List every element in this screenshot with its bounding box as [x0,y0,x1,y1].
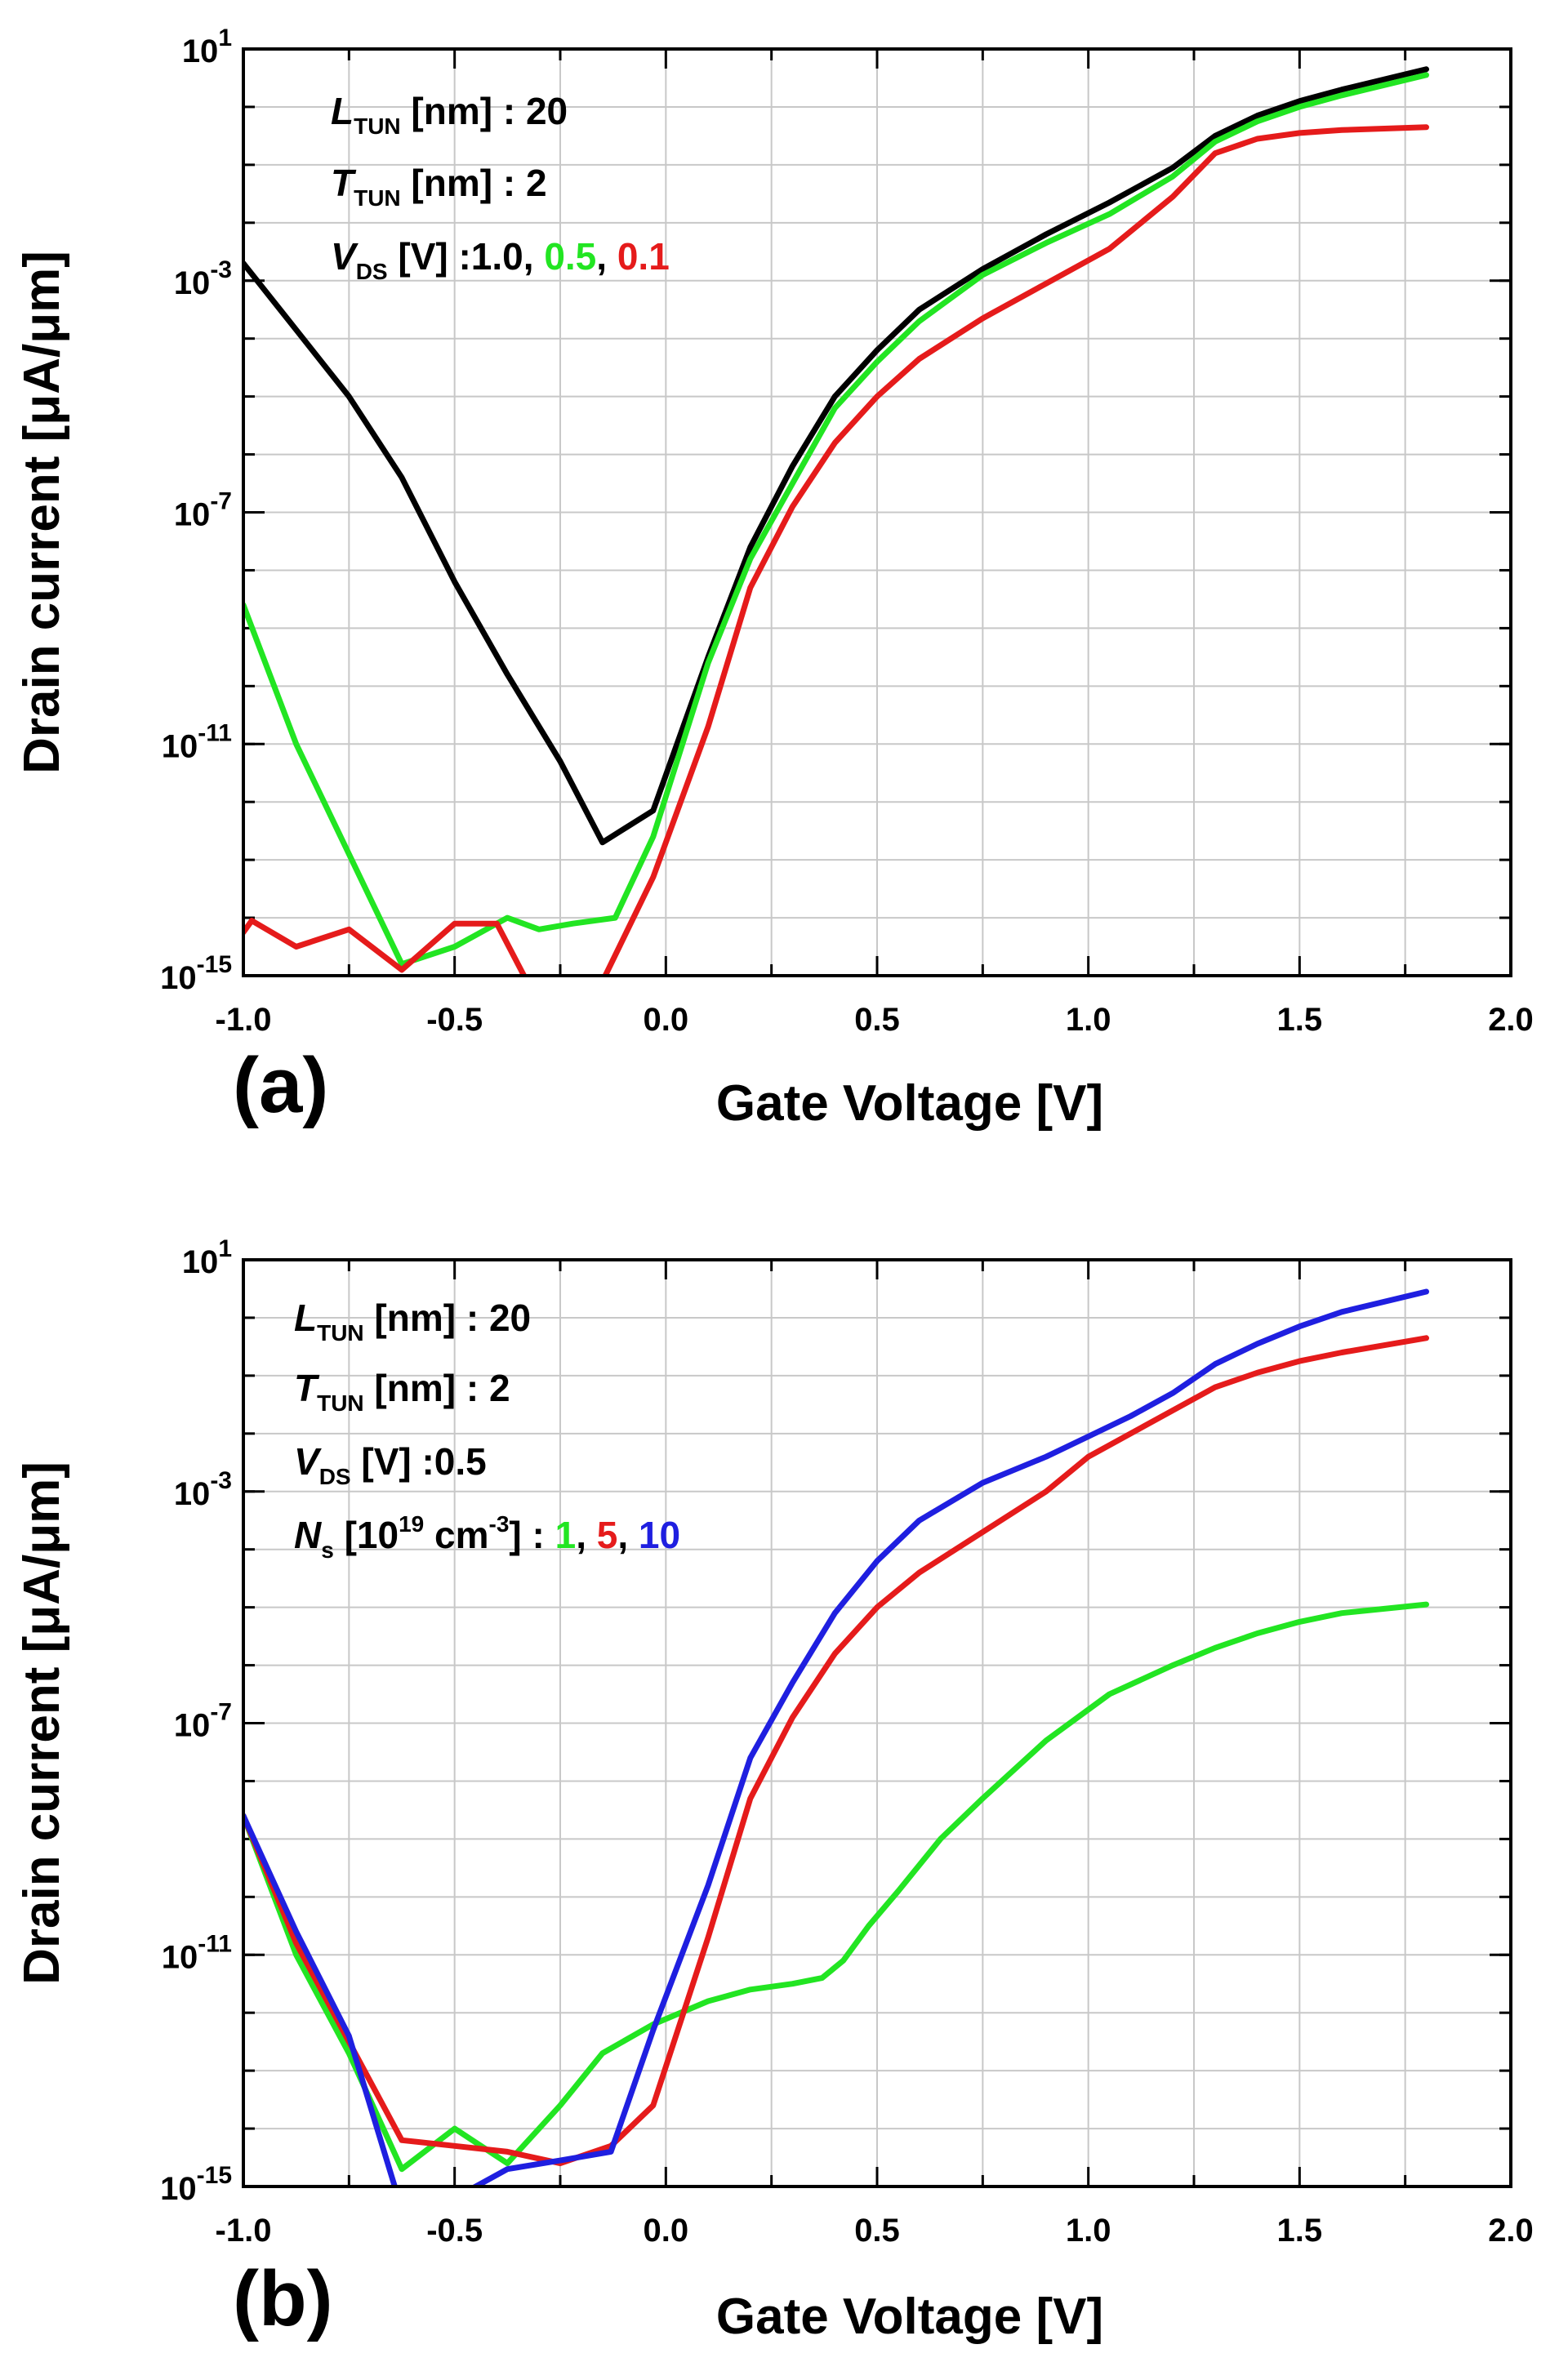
series-group [243,66,1429,976]
x-tick-label: 1.5 [1277,1002,1323,1038]
y-tick-label: 10-11 [162,1930,232,1975]
x-axis-title: Gate Voltage [V] [716,1075,1103,1132]
x-tick-label: 1.0 [1066,1002,1111,1038]
y-tick-label: 10-15 [160,2162,232,2207]
y-tick-label: 10-7 [174,1699,232,1744]
x-tick-label: -1.0 [216,2213,272,2249]
x-tick-label: 0.5 [854,1002,900,1038]
series-line-2 [243,1335,1429,2167]
x-tick-label: 1.5 [1277,2213,1323,2249]
x-tick-label: 2.0 [1488,1002,1534,1038]
panel-label: (a) [233,1042,328,1129]
gridlines [243,1260,1511,2186]
plot-frame [242,1258,1512,2188]
x-tick-label: -1.0 [216,1002,272,1038]
x-tick-label: 0.5 [854,2213,900,2249]
x-tick-label: 0.0 [644,1002,689,1038]
series-line-1 [243,1601,1429,2173]
panel-label: (b) [233,2255,333,2342]
annotation-line: VDS [V] :0.5 [294,1440,487,1489]
gridlines [243,49,1511,976]
y-axis-title: Drain current [μA/μm] [14,1461,70,1985]
y-tick-label: 101 [182,1235,232,1280]
series-line-1 [243,66,1429,846]
y-tick-label: 101 [182,24,232,69]
x-tick-label: -0.5 [426,1002,483,1038]
annotation-line: VDS [V] :1.0, 0.5, 0.1 [331,235,670,284]
y-tick-label: 10-15 [160,951,232,996]
series-line-3 [243,1288,1429,2186]
annotation-line: Ns [1019 cm-3] : 1, 5, 10 [294,1511,680,1563]
annotation-line: LTUN [nm] : 20 [331,90,568,139]
chart-panel-b: -1.0 -0.5 0.0 0.5 1.0 1.5 2.0 101 10-3 10-7 10-11 1… [14,1235,1534,2345]
series-line-3 [243,124,1429,976]
series-group [243,1288,1429,2186]
x-axis-title: Gate Voltage [V] [716,2289,1103,2345]
y-tick-label: 10-7 [174,488,232,533]
annotation-line: TTUN [nm] : 2 [331,162,547,211]
x-tick-label: 1.0 [1066,2213,1111,2249]
y-axis-title: Drain current [μA/μm] [14,251,70,774]
plot-frame [242,47,1512,977]
x-tick-label: -0.5 [426,2213,483,2249]
annotation-line: TTUN [nm] : 2 [294,1367,510,1416]
chart-panel-a: -1.0 -0.5 0.0 0.5 1.0 1.5 2.0 101 10-3 10-7 10-11 1… [14,24,1534,1132]
y-tick-label: 10-3 [174,1467,232,1512]
x-tick-label: 0.0 [644,2213,689,2249]
x-tick-label: 2.0 [1488,2213,1534,2249]
y-tick-label: 10-11 [162,719,232,764]
annotation-line: LTUN [nm] : 20 [294,1297,531,1346]
y-tick-label: 10-3 [174,256,232,301]
series-line-2 [243,72,1429,968]
